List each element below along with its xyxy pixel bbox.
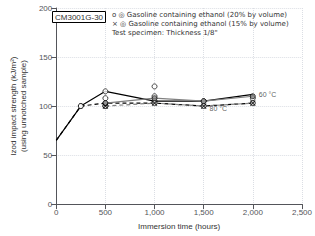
svg-text:60 °C: 60 °C	[259, 91, 277, 98]
svg-text:500: 500	[99, 208, 113, 217]
svg-text:1,500: 1,500	[194, 208, 215, 217]
svg-text:Test specimen: Thickness 1/8": Test specimen: Thickness 1/8"	[111, 29, 218, 37]
svg-text:(using unnotched sample): (using unnotched sample)	[19, 60, 28, 152]
svg-text:200: 200	[39, 4, 53, 13]
svg-text:150: 150	[39, 53, 53, 62]
svg-text:× ◎ Gasoline containing ethano: × ◎ Gasoline containing ethanol (15% by …	[112, 20, 289, 28]
svg-text:2,000: 2,000	[243, 208, 264, 217]
svg-text:Izod impact strength (kJ/m²): Izod impact strength (kJ/m²)	[9, 56, 18, 155]
svg-text:0: 0	[48, 200, 53, 209]
svg-text:2,500: 2,500	[292, 208, 313, 217]
svg-text:80 °C: 80 °C	[210, 105, 228, 112]
svg-text:Immersion time (hours): Immersion time (hours)	[138, 222, 221, 231]
svg-text:0: 0	[54, 208, 59, 217]
svg-text:100: 100	[39, 102, 53, 111]
svg-text:50: 50	[43, 151, 52, 160]
svg-text:CM3001G-30: CM3001G-30	[55, 13, 104, 22]
svg-text:1,000: 1,000	[145, 208, 166, 217]
svg-text:o ◎ Gasoline containing ethano: o ◎ Gasoline containing ethanol (20% by …	[112, 11, 287, 19]
